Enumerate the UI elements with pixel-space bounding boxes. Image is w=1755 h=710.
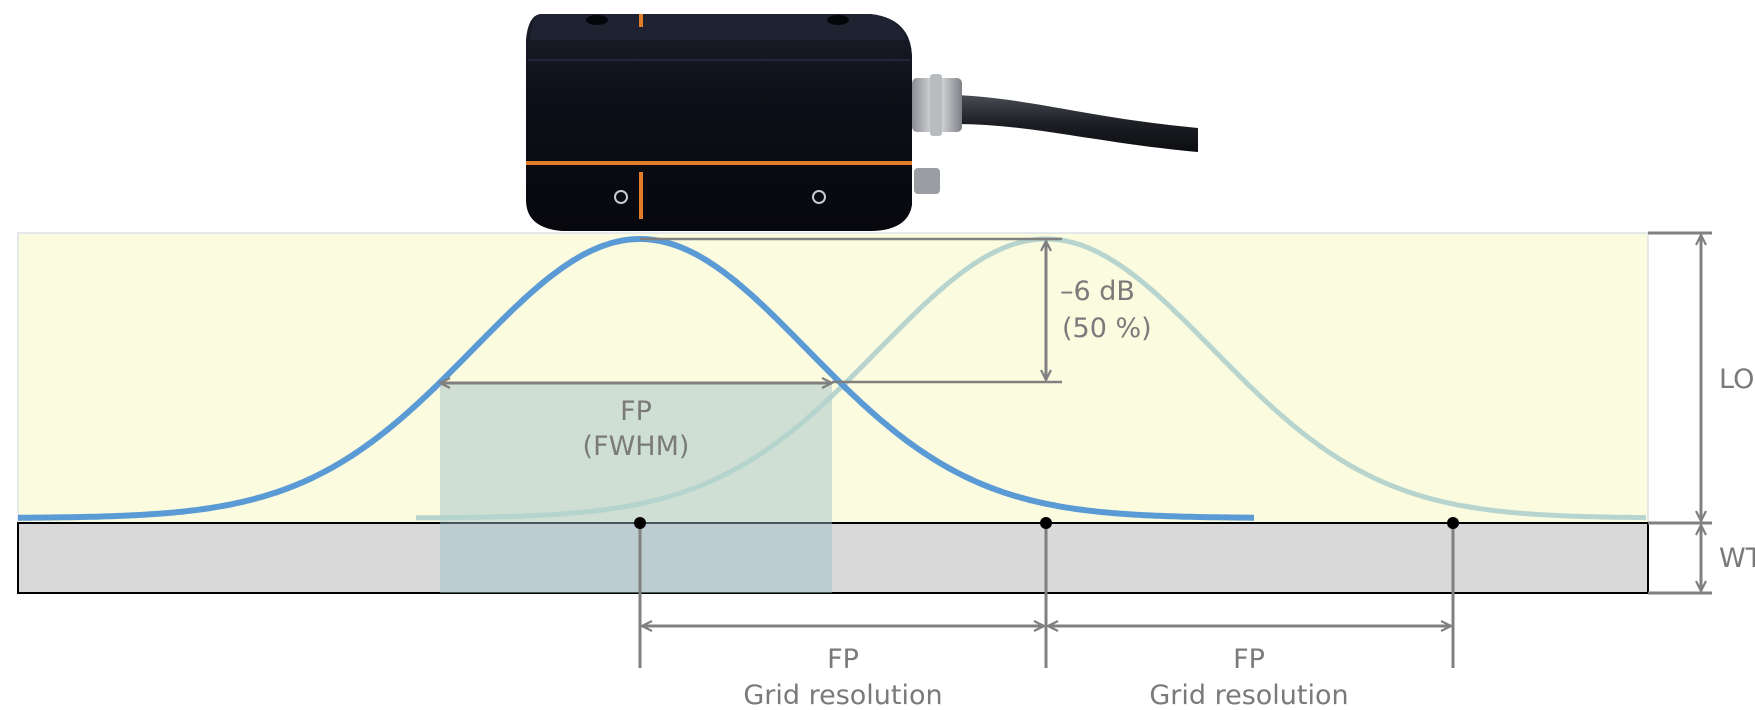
grid-resolution-label-1: Grid resolution <box>743 680 942 710</box>
grid-resolution-label-2: Grid resolution <box>1149 680 1348 710</box>
test-plate <box>17 522 1649 594</box>
cable-icon <box>955 95 1198 152</box>
fp-focus-label: FP <box>620 396 652 427</box>
fp-grid-label-2: FP <box>1233 644 1265 675</box>
screw-hole <box>812 190 826 204</box>
primary-beam-profile <box>18 236 1254 521</box>
grid-point-marker <box>1447 517 1459 529</box>
sensor-top-mark <box>639 14 643 27</box>
fp-grid-label-1: FP <box>827 644 859 675</box>
sensor-device-image <box>526 14 1198 231</box>
attenuation-db-label: –6 dB <box>1060 276 1135 307</box>
cable-connector-ring <box>930 74 942 136</box>
sensor-center-mark <box>639 172 643 219</box>
thumb-screw <box>914 168 940 194</box>
grid-point-marker <box>1040 517 1052 529</box>
zone-height-label: LO <box>1719 364 1754 395</box>
grid-point-marker <box>634 517 646 529</box>
screw-hole <box>614 190 628 204</box>
fwhm-label: (FWHM) <box>583 431 690 462</box>
fwhm-band <box>440 383 832 593</box>
sensor-stripe <box>526 161 912 165</box>
sensor-top-face <box>530 14 906 40</box>
mount-hole <box>586 15 608 25</box>
sensor-body <box>526 14 912 231</box>
attenuation-pct-label: (50 %) <box>1062 313 1152 344</box>
mount-hole <box>827 15 849 25</box>
plate-thickness-label: WT <box>1719 543 1755 574</box>
